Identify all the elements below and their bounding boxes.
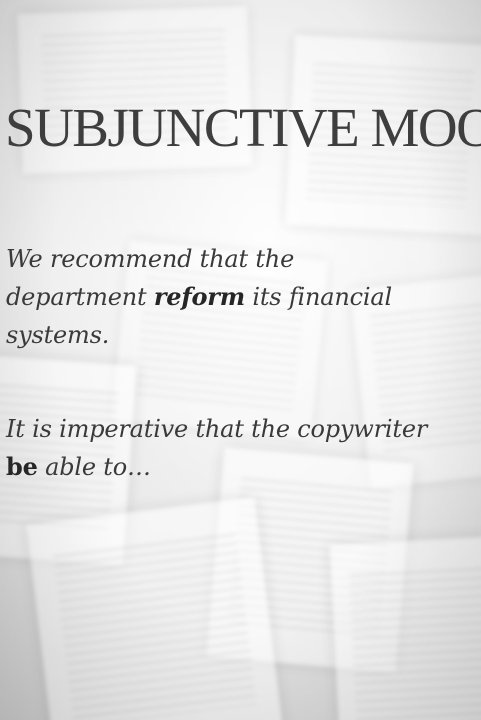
emphasized-verb-be: be [6,452,38,481]
example-sentence-2: It is imperative that the copywriter be … [6,410,427,486]
example-sentence-1: We recommend that the department reform … [6,240,392,354]
example-1-line-3: systems. [6,321,110,349]
example-2-line-2: be able to… [6,448,427,486]
slide-title: SUBJUNCTIVE MOOD [5,97,481,158]
example-1-text-after: its financial [244,283,392,311]
example-1-text-before: department [6,283,154,311]
example-1-line-2: department reform its financial [6,278,392,316]
example-2-text-after: able to… [37,453,151,481]
example-1-line-1: We recommend that the [6,245,295,273]
example-2-line-1: It is imperative that the copywriter [6,415,428,443]
emphasized-verb-reform: reform [153,282,245,311]
